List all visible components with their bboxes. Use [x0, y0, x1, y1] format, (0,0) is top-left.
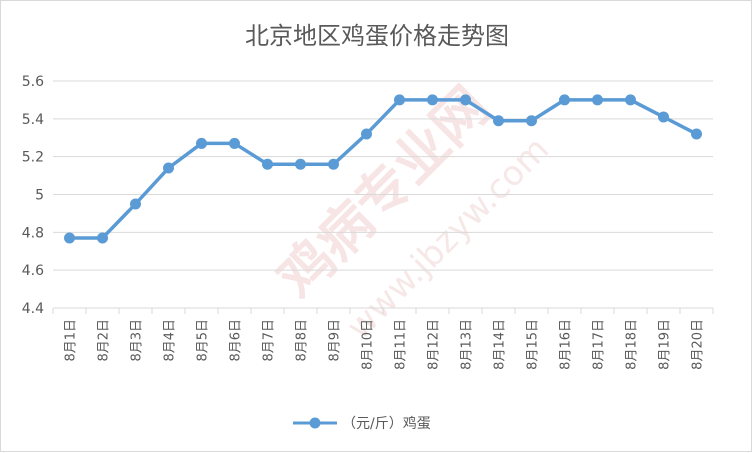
chart-title: 北京地区鸡蛋价格走势图: [245, 22, 509, 50]
data-point: [163, 162, 174, 174]
data-point: [493, 115, 504, 127]
x-tick-label: 8月4日: [163, 319, 178, 362]
x-tick-label: 8月19日: [658, 319, 673, 370]
y-tick-label: 4.4: [22, 301, 44, 317]
data-point: [229, 137, 240, 149]
x-tick-label: 8月9日: [328, 319, 343, 362]
data-point: [427, 94, 438, 106]
x-tick-label: 8月8日: [295, 319, 310, 362]
x-axis-ticks: 8月1日 8月2日 8月3日 8月4日 8月5日 8月6日 8月7日 8月8日 8月9日 8月10…: [52, 308, 714, 370]
data-point: [460, 94, 471, 106]
x-tick-label: 8月7日: [262, 319, 277, 362]
x-tick-label: 8月1日: [64, 319, 79, 362]
x-tick-label: 8月5日: [196, 319, 211, 362]
data-point: [526, 115, 537, 127]
y-tick-label: 5.2: [22, 150, 44, 166]
data-point: [262, 158, 273, 170]
data-point: [658, 111, 669, 123]
data-point: [691, 128, 702, 140]
x-tick-label: 8月6日: [229, 319, 244, 362]
data-point: [97, 232, 108, 244]
x-tick-label: 8月11日: [394, 319, 409, 370]
y-tick-label: 5.4: [22, 112, 44, 128]
y-tick-label: 5.6: [22, 74, 44, 90]
x-tick-label: 8月15日: [526, 319, 541, 370]
gridlines: [53, 80, 713, 309]
y-axis-ticks: 4.4 4.6 4.8 5 5.2 5.4 5.6: [22, 74, 44, 317]
y-tick-label: 4.6: [22, 263, 44, 279]
watermark: 鸡病专业网 www.jbzyw.com: [266, 75, 557, 348]
data-point: [559, 94, 570, 106]
legend-marker-swatch: [309, 417, 321, 429]
x-tick-label: 8月10日: [361, 319, 376, 370]
data-point: [295, 158, 306, 170]
data-point: [361, 128, 372, 140]
data-point: [328, 158, 339, 170]
x-tick-label: 8月20日: [691, 319, 706, 370]
y-tick-label: 4.8: [22, 225, 44, 241]
x-tick-label: 8月3日: [130, 319, 145, 362]
series-layer: [64, 94, 702, 244]
data-point: [625, 94, 636, 106]
x-tick-label: 8月12日: [427, 319, 442, 370]
legend: （元/斤）鸡蛋: [293, 415, 431, 432]
x-tick-label: 8月17日: [592, 319, 607, 370]
data-point: [130, 198, 141, 210]
data-point: [64, 232, 75, 244]
data-point: [394, 94, 405, 106]
x-tick-label: 8月16日: [559, 319, 574, 370]
x-tick-label: 8月18日: [625, 319, 640, 370]
x-tick-label: 8月14日: [493, 319, 508, 370]
data-point: [592, 94, 603, 106]
legend-label: （元/斤）鸡蛋: [342, 415, 431, 432]
y-tick-label: 5: [35, 188, 44, 204]
data-point: [196, 137, 207, 149]
x-tick-label: 8月2日: [97, 319, 112, 362]
x-tick-label: 8月13日: [460, 319, 475, 370]
